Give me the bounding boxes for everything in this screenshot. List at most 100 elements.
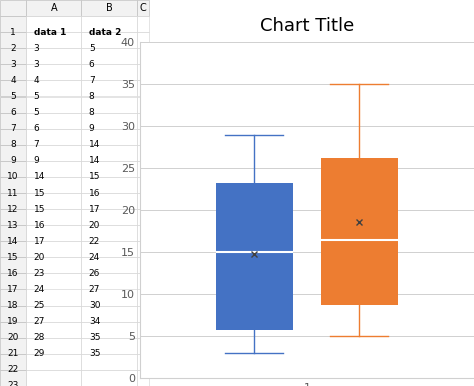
Bar — [26, 273, 82, 290]
Text: 15: 15 — [89, 173, 100, 181]
Text: A: A — [50, 3, 57, 13]
Bar — [82, 306, 137, 322]
Bar — [137, 193, 149, 209]
Bar — [137, 80, 149, 96]
Bar — [82, 113, 137, 129]
Bar — [82, 96, 137, 113]
Bar — [137, 113, 149, 129]
Text: 5: 5 — [10, 92, 16, 101]
Bar — [26, 370, 82, 386]
Bar — [137, 322, 149, 338]
Text: 19: 19 — [7, 317, 19, 326]
Bar — [82, 338, 137, 354]
Bar — [137, 370, 149, 386]
Bar — [82, 241, 137, 257]
Bar — [0, 338, 26, 354]
Bar — [0, 129, 26, 145]
Bar — [26, 16, 82, 32]
Bar — [26, 161, 82, 177]
Bar — [26, 80, 82, 96]
Text: 3: 3 — [34, 60, 39, 69]
Text: 13: 13 — [7, 221, 19, 230]
Bar — [137, 306, 149, 322]
Title: Chart Title: Chart Title — [260, 17, 354, 36]
Bar — [82, 193, 137, 209]
Text: 5: 5 — [34, 92, 39, 101]
Bar — [82, 209, 137, 225]
Bar — [26, 354, 82, 370]
Text: 22: 22 — [8, 366, 18, 374]
Text: 21: 21 — [8, 349, 19, 358]
Text: 4: 4 — [10, 76, 16, 85]
Bar — [137, 96, 149, 113]
Text: 7: 7 — [89, 76, 95, 85]
Text: 20: 20 — [89, 221, 100, 230]
Bar — [137, 225, 149, 241]
Bar — [0, 306, 26, 322]
Text: 9: 9 — [34, 156, 39, 165]
Text: data 1: data 1 — [34, 28, 66, 37]
Bar — [26, 338, 82, 354]
Bar — [82, 290, 137, 306]
Text: 6: 6 — [34, 124, 39, 133]
Bar — [137, 64, 149, 80]
Bar — [82, 145, 137, 161]
Text: 15: 15 — [34, 188, 45, 198]
Bar — [0, 370, 26, 386]
Text: 5: 5 — [34, 108, 39, 117]
Bar — [0, 225, 26, 241]
Text: B: B — [106, 3, 113, 13]
Bar — [26, 209, 82, 225]
Bar — [137, 32, 149, 48]
Bar — [137, 48, 149, 64]
Bar — [0, 113, 26, 129]
Bar — [82, 257, 137, 273]
Text: 18: 18 — [7, 301, 19, 310]
Bar — [26, 129, 82, 145]
Text: 10: 10 — [7, 173, 19, 181]
Bar — [0, 354, 26, 370]
Bar — [26, 193, 82, 209]
Bar — [26, 257, 82, 273]
Bar — [26, 64, 82, 80]
Bar — [82, 0, 137, 16]
Text: 1: 1 — [10, 28, 16, 37]
Text: C: C — [140, 3, 147, 13]
Text: 7: 7 — [34, 140, 39, 149]
Bar — [82, 48, 137, 64]
Text: 3: 3 — [10, 60, 16, 69]
Bar — [82, 161, 137, 177]
Bar — [137, 354, 149, 370]
Text: 16: 16 — [34, 221, 45, 230]
Bar — [137, 129, 149, 145]
Text: 17: 17 — [7, 285, 19, 294]
Text: 14: 14 — [89, 140, 100, 149]
Bar — [82, 129, 137, 145]
Bar — [26, 113, 82, 129]
Bar — [0, 80, 26, 96]
Text: 11: 11 — [7, 188, 19, 198]
Bar — [0, 241, 26, 257]
Text: 34: 34 — [89, 317, 100, 326]
Bar — [0, 290, 26, 306]
Bar — [0, 193, 26, 209]
Text: 17: 17 — [89, 205, 100, 213]
Bar — [82, 64, 137, 80]
Bar — [0, 161, 26, 177]
Bar — [137, 257, 149, 273]
Bar — [137, 209, 149, 225]
Text: 9: 9 — [10, 156, 16, 165]
Bar — [137, 0, 149, 16]
Text: 14: 14 — [34, 173, 45, 181]
Text: 26: 26 — [89, 269, 100, 278]
Bar — [82, 225, 137, 241]
Bar — [82, 370, 137, 386]
Text: 27: 27 — [89, 285, 100, 294]
Text: 16: 16 — [7, 269, 19, 278]
Text: 14: 14 — [89, 156, 100, 165]
Text: 6: 6 — [89, 60, 95, 69]
Bar — [26, 0, 82, 16]
Text: 4: 4 — [34, 76, 39, 85]
Bar — [82, 273, 137, 290]
Bar — [26, 225, 82, 241]
